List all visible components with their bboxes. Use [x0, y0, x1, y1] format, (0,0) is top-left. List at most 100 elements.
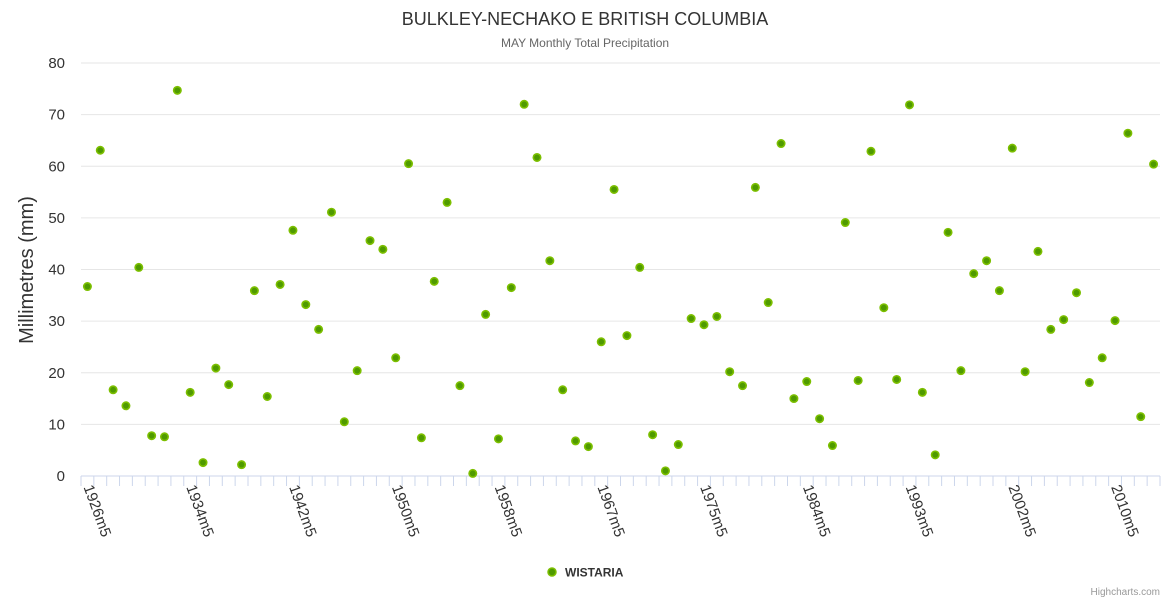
data-point[interactable] — [545, 256, 555, 266]
data-point[interactable] — [969, 269, 979, 279]
data-point[interactable] — [1007, 143, 1017, 153]
x-tick-label: 1984m5 — [799, 483, 834, 540]
data-point[interactable] — [930, 450, 940, 460]
data-point[interactable] — [815, 414, 825, 424]
data-point[interactable] — [198, 458, 208, 468]
data-point[interactable] — [159, 432, 169, 442]
data-point[interactable] — [917, 387, 927, 397]
data-point[interactable] — [558, 385, 568, 395]
x-tick-label: 2010m5 — [1107, 483, 1142, 540]
data-point[interactable] — [455, 381, 465, 391]
data-point[interactable] — [493, 434, 503, 444]
y-axis-title: Millimetres (mm) — [16, 196, 38, 344]
x-tick-label: 1967m5 — [593, 483, 628, 540]
legend-label[interactable]: WISTARIA — [565, 566, 624, 580]
data-point[interactable] — [648, 430, 658, 440]
data-point[interactable] — [905, 100, 915, 110]
data-point[interactable] — [288, 225, 298, 235]
data-point[interactable] — [1046, 324, 1056, 334]
data-point[interactable] — [211, 363, 221, 373]
data-point[interactable] — [622, 331, 632, 341]
data-point[interactable] — [237, 460, 247, 470]
data-point[interactable] — [686, 314, 696, 324]
data-point[interactable] — [326, 207, 336, 217]
data-point[interactable] — [224, 380, 234, 390]
data-point[interactable] — [982, 256, 992, 266]
data-point[interactable] — [391, 353, 401, 363]
data-point[interactable] — [750, 182, 760, 192]
data-point[interactable] — [879, 303, 889, 313]
data-point[interactable] — [699, 320, 709, 330]
data-point[interactable] — [1123, 128, 1133, 138]
data-point[interactable] — [262, 391, 272, 401]
data-point[interactable] — [82, 282, 92, 292]
credits-link[interactable]: Highcharts.com — [1091, 587, 1160, 598]
data-point[interactable] — [1072, 288, 1082, 298]
data-point[interactable] — [275, 279, 285, 289]
data-point[interactable] — [635, 262, 645, 272]
x-tick-label: 1942m5 — [285, 483, 320, 540]
data-point[interactable] — [725, 367, 735, 377]
data-point[interactable] — [1084, 378, 1094, 388]
data-point[interactable] — [121, 401, 131, 411]
x-tick-label: 2002m5 — [1005, 483, 1040, 540]
data-point[interactable] — [802, 377, 812, 387]
data-point[interactable] — [249, 286, 259, 296]
data-point[interactable] — [134, 262, 144, 272]
data-point[interactable] — [1149, 159, 1159, 169]
y-tick-label: 50 — [48, 210, 65, 227]
data-point[interactable] — [442, 197, 452, 207]
data-point[interactable] — [609, 184, 619, 194]
data-point[interactable] — [416, 433, 426, 443]
legend-item-wistaria[interactable]: WISTARIA — [547, 566, 624, 580]
data-point[interactable] — [108, 385, 118, 395]
data-point[interactable] — [1136, 412, 1146, 422]
data-point[interactable] — [738, 381, 748, 391]
data-point[interactable] — [827, 441, 837, 451]
data-point[interactable] — [301, 300, 311, 310]
data-point[interactable] — [956, 366, 966, 376]
data-point[interactable] — [481, 309, 491, 319]
y-tick-label: 60 — [48, 158, 65, 175]
data-point[interactable] — [519, 99, 529, 109]
data-point[interactable] — [673, 440, 683, 450]
data-point[interactable] — [1033, 246, 1043, 256]
data-point[interactable] — [1110, 316, 1120, 326]
data-point[interactable] — [1059, 315, 1069, 325]
data-point[interactable] — [789, 394, 799, 404]
data-point[interactable] — [365, 236, 375, 246]
x-tick-label: 1934m5 — [182, 483, 217, 540]
x-tick-label: 1993m5 — [902, 483, 937, 540]
data-point[interactable] — [339, 417, 349, 427]
data-point[interactable] — [314, 324, 324, 334]
data-point[interactable] — [892, 374, 902, 384]
data-point[interactable] — [853, 375, 863, 385]
data-point[interactable] — [583, 442, 593, 452]
data-point[interactable] — [429, 276, 439, 286]
data-point[interactable] — [172, 85, 182, 95]
data-point[interactable] — [352, 366, 362, 376]
data-point[interactable] — [378, 244, 388, 254]
data-point[interactable] — [404, 159, 414, 169]
y-tick-label: 0 — [57, 468, 65, 485]
data-point[interactable] — [994, 286, 1004, 296]
data-point[interactable] — [776, 139, 786, 149]
series-wistaria[interactable] — [82, 85, 1159, 478]
data-point[interactable] — [712, 311, 722, 321]
data-point[interactable] — [660, 466, 670, 476]
data-point[interactable] — [147, 431, 157, 441]
data-point[interactable] — [596, 337, 606, 347]
data-point[interactable] — [571, 436, 581, 446]
data-point[interactable] — [1097, 353, 1107, 363]
data-point[interactable] — [1020, 367, 1030, 377]
data-point[interactable] — [185, 387, 195, 397]
data-point[interactable] — [95, 145, 105, 155]
data-point[interactable] — [866, 146, 876, 156]
data-point[interactable] — [763, 298, 773, 308]
data-point[interactable] — [506, 283, 516, 293]
grid-lines — [81, 62, 1160, 425]
data-point[interactable] — [532, 152, 542, 162]
data-point[interactable] — [468, 468, 478, 478]
data-point[interactable] — [943, 227, 953, 237]
data-point[interactable] — [840, 218, 850, 228]
